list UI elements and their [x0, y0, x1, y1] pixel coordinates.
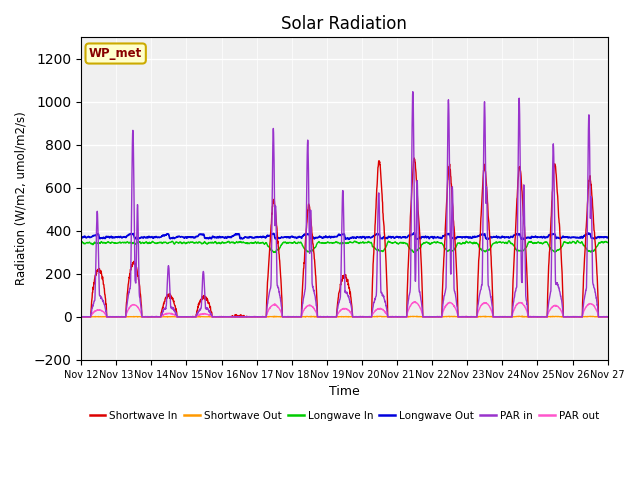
Longwave In — [497, 240, 505, 246]
PAR in — [572, 314, 580, 320]
Shortwave Out — [497, 314, 505, 320]
Longwave In — [410, 250, 418, 255]
Legend: Shortwave In, Shortwave Out, Longwave In, Longwave Out, PAR in, PAR out: Shortwave In, Shortwave Out, Longwave In… — [86, 407, 604, 425]
PAR in — [360, 314, 367, 320]
PAR out — [78, 314, 86, 320]
Longwave In — [371, 246, 379, 252]
PAR out — [498, 314, 506, 320]
Shortwave Out — [225, 314, 232, 320]
Longwave Out — [520, 237, 528, 242]
Line: Longwave In: Longwave In — [81, 240, 608, 252]
Line: Shortwave Out: Shortwave Out — [81, 316, 608, 317]
Shortwave Out — [77, 314, 85, 320]
PAR in — [604, 314, 612, 320]
PAR in — [557, 297, 565, 302]
Longwave In — [572, 240, 580, 246]
Longwave Out — [557, 235, 565, 240]
X-axis label: Time: Time — [329, 385, 360, 398]
Shortwave In — [557, 255, 565, 261]
Longwave In — [557, 244, 565, 250]
Longwave Out — [572, 235, 580, 240]
Y-axis label: Radiation (W/m2, umol/m2/s): Radiation (W/m2, umol/m2/s) — [15, 112, 28, 286]
PAR out — [412, 299, 419, 305]
PAR out — [360, 314, 367, 320]
Line: PAR in: PAR in — [81, 92, 608, 317]
PAR out — [604, 314, 612, 320]
PAR in — [497, 314, 505, 320]
Longwave In — [77, 239, 85, 244]
Shortwave Out — [77, 314, 85, 320]
Longwave In — [573, 238, 581, 243]
Title: Solar Radiation: Solar Radiation — [282, 15, 407, 33]
Longwave In — [224, 239, 232, 244]
Shortwave Out — [518, 313, 525, 319]
Longwave Out — [497, 235, 505, 240]
Line: Longwave Out: Longwave Out — [81, 233, 608, 240]
Shortwave In — [497, 314, 505, 320]
Shortwave In — [572, 314, 580, 320]
Shortwave Out — [572, 314, 580, 320]
Shortwave In — [410, 155, 418, 161]
Shortwave In — [360, 314, 367, 320]
Shortwave In — [77, 314, 85, 320]
Shortwave Out — [557, 314, 565, 320]
Longwave In — [360, 240, 367, 246]
Line: PAR out: PAR out — [81, 302, 608, 317]
PAR in — [77, 314, 85, 320]
Shortwave Out — [371, 314, 379, 320]
Longwave Out — [224, 234, 232, 240]
PAR in — [371, 297, 379, 303]
PAR out — [77, 313, 85, 319]
Text: WP_met: WP_met — [89, 47, 142, 60]
PAR in — [409, 89, 417, 95]
Longwave Out — [371, 232, 379, 238]
PAR out — [371, 308, 379, 314]
Longwave Out — [360, 234, 367, 240]
PAR out — [572, 314, 580, 320]
PAR out — [225, 314, 232, 320]
PAR in — [224, 314, 232, 320]
PAR out — [557, 309, 565, 314]
Longwave Out — [77, 235, 85, 240]
Longwave Out — [410, 230, 418, 236]
Shortwave Out — [360, 314, 367, 320]
Line: Shortwave In: Shortwave In — [81, 158, 608, 317]
Shortwave In — [224, 314, 232, 320]
Shortwave In — [371, 232, 379, 238]
Longwave In — [604, 240, 612, 245]
Shortwave Out — [604, 314, 612, 320]
Shortwave In — [604, 314, 612, 320]
Longwave Out — [604, 235, 612, 240]
